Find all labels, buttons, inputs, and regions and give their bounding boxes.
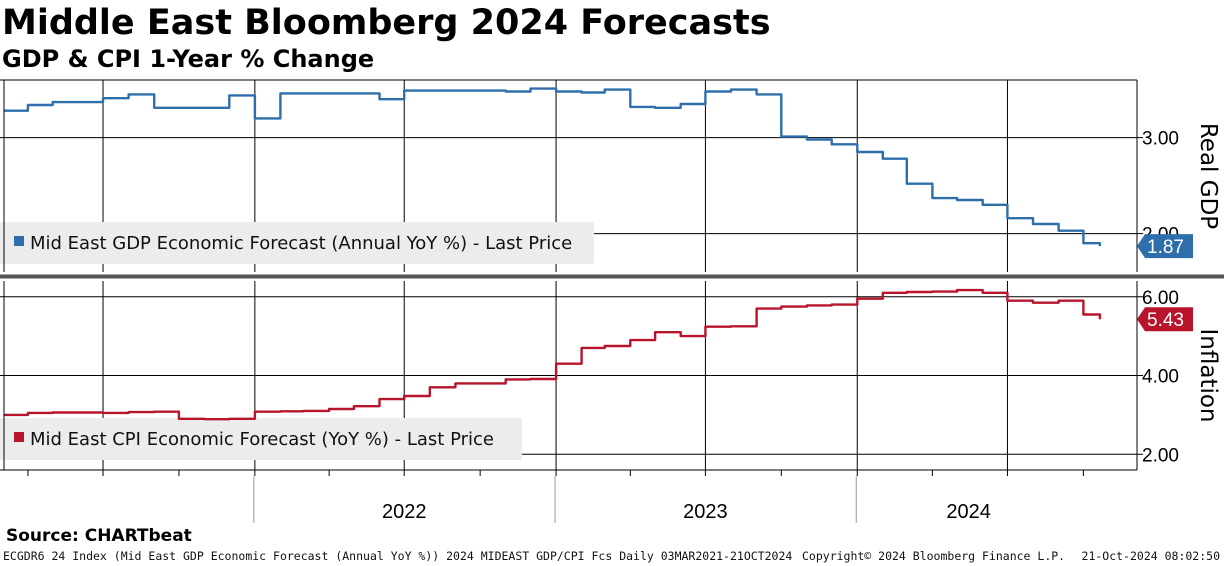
legend-label: Mid East CPI Economic Forecast (YoY %) -… (30, 429, 494, 450)
chart-title: Middle East Bloomberg 2024 Forecasts (2, 3, 771, 43)
legend-box (0, 222, 594, 264)
last-value-tag (1137, 234, 1193, 259)
x-tick-label: 2023 (683, 501, 728, 523)
legend-swatch (14, 236, 24, 246)
last-value-tag (1137, 307, 1193, 332)
x-tick-label: 2024 (946, 501, 991, 523)
x-tick-label: 2022 (382, 501, 427, 523)
legend-label: Mid East GDP Economic Forecast (Annual Y… (30, 233, 572, 254)
footer-copyright: Copyright© 2024 Bloomberg Finance L.P. (802, 549, 1066, 563)
series-line (4, 288, 1102, 421)
axis-title: Inflation (1195, 329, 1221, 423)
chart-subtitle: GDP & CPI 1-Year % Change (2, 45, 375, 73)
y-tick-label: 4.00 (1142, 367, 1179, 388)
last-value-label: 5.43 (1147, 310, 1184, 331)
y-tick-label: 2.00 (1142, 445, 1179, 466)
y-tick-label: 3.00 (1142, 129, 1179, 150)
legend-box (0, 418, 522, 460)
axis-title: Real GDP (1195, 123, 1221, 229)
series-line (4, 87, 1102, 247)
footer-description: ECGDR6 24 Index (Mid East GDP Economic F… (3, 549, 793, 563)
footer-timestamp: 21-Oct-2024 08:02:50 (1081, 549, 1220, 563)
legend-swatch (14, 432, 24, 442)
last-value-label: 1.87 (1147, 237, 1184, 258)
source-label: Source: CHARTbeat (6, 526, 192, 546)
y-tick-label: 6.00 (1142, 288, 1179, 309)
